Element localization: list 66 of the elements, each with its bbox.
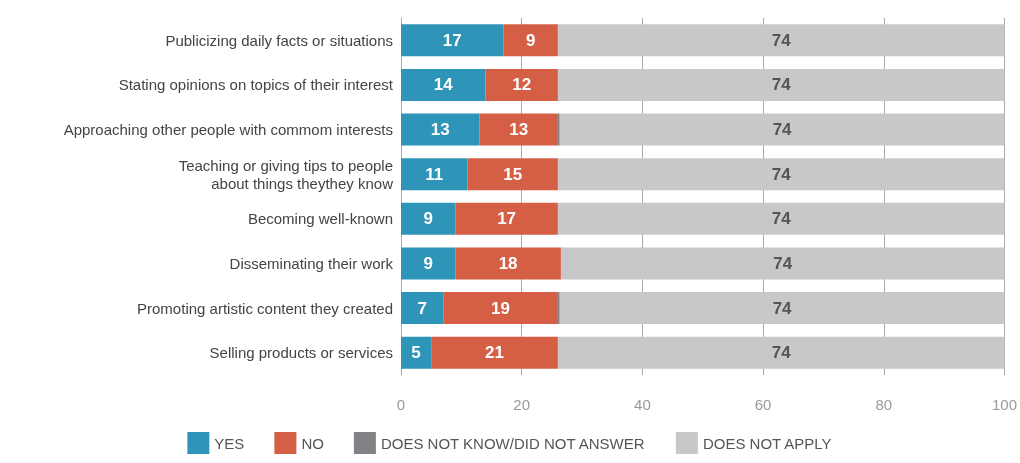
bar [401, 202, 456, 235]
legend-label: NO [301, 434, 324, 452]
data-label: 14 [433, 75, 454, 95]
data-label: 18 [498, 253, 518, 273]
bar [401, 247, 456, 280]
bar [431, 336, 558, 369]
x-tick-label: 100 [991, 396, 1017, 413]
bar [401, 292, 444, 325]
data-label: 74 [771, 75, 792, 95]
y-tick-label: Stating opinions on topics of their interest [118, 76, 394, 94]
data-label: 9 [526, 30, 536, 50]
data-label: 19 [491, 298, 511, 318]
legend-label: YES [214, 434, 245, 452]
data-label: 74 [771, 30, 792, 50]
bar [557, 202, 1005, 235]
x-tick-label: 40 [634, 396, 651, 413]
bar [401, 24, 504, 57]
bar [443, 292, 558, 325]
y-tick-label: Disseminating their work [229, 254, 394, 272]
bar [557, 68, 1005, 101]
bar [560, 247, 1005, 280]
x-tick-label: 80 [875, 396, 893, 413]
data-label: 21 [485, 343, 504, 363]
data-label: 9 [423, 209, 433, 229]
bar [401, 113, 480, 146]
bar [559, 292, 1005, 325]
data-label: 74 [772, 298, 793, 318]
y-tick-label: Becoming well-known [247, 210, 393, 228]
data-label: 5 [411, 343, 421, 363]
data-label: 74 [771, 209, 792, 229]
bar [401, 68, 486, 101]
data-label: 17 [442, 30, 462, 50]
bar [401, 158, 468, 191]
y-tick-label: Promoting artistic content they created [137, 299, 393, 317]
data-label: 74 [771, 164, 792, 184]
x-tick-label: 20 [513, 396, 531, 413]
y-tick-label: Teaching or giving tips to people about things theythey know [178, 156, 394, 192]
bar [401, 336, 432, 369]
data-label: 15 [503, 164, 523, 184]
bar [557, 158, 1005, 191]
data-label: 12 [512, 75, 532, 95]
bar [485, 68, 558, 101]
bar [559, 113, 1005, 146]
x-tick-label: 60 [754, 396, 772, 413]
bar [479, 113, 558, 146]
bar [503, 24, 558, 57]
legend-label: DOES NOT KNOW/DID NOT ANSWER [380, 434, 645, 452]
x-tick-label: 0 [396, 396, 406, 413]
data-label: 13 [509, 120, 529, 140]
data-label: 11 [425, 164, 444, 184]
y-tick-label: Publicizing daily facts or situations [165, 31, 393, 49]
bar [455, 202, 558, 235]
bar [467, 158, 558, 191]
bar [557, 24, 1005, 57]
data-label: 74 [771, 343, 792, 363]
data-label: 74 [772, 120, 793, 140]
y-tick-label: Approaching other people with commom interests [63, 121, 393, 139]
bar [455, 247, 561, 280]
bar [557, 336, 1005, 369]
y-tick-label: Selling products or services [209, 344, 393, 362]
data-label: 17 [497, 209, 517, 229]
data-label: 9 [423, 253, 433, 273]
legend-label: DOES NOT APPLY [702, 434, 832, 452]
data-label: 7 [417, 298, 427, 318]
data-label: 74 [773, 253, 793, 273]
data-label: 13 [430, 120, 450, 140]
